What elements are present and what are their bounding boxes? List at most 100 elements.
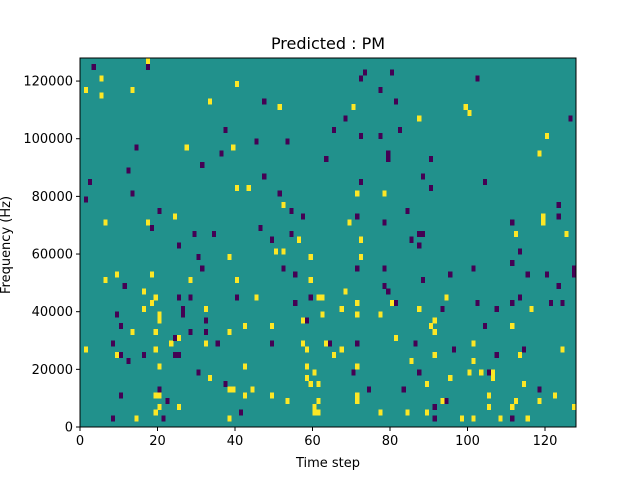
x-tick-label: 100: [455, 434, 480, 449]
heatmap-cell-low: [269, 340, 274, 347]
heatmap-cell-low: [417, 242, 422, 249]
heatmap-cell-low: [204, 317, 209, 324]
heatmap-cell-low: [401, 386, 406, 393]
heatmap-cell-low: [417, 230, 422, 237]
plot-frame: [79, 57, 577, 428]
heatmap-cell-low: [432, 415, 437, 422]
heatmap-cell-low: [355, 265, 360, 272]
heatmap-cell-high: [149, 300, 154, 307]
heatmap-cell-low: [126, 167, 131, 174]
heatmap-cell-high: [560, 346, 565, 353]
heatmap-cell-high: [486, 392, 491, 399]
heatmap-cell-high: [347, 219, 352, 226]
heatmap-cell-high: [467, 109, 472, 116]
heatmap-cell-high: [176, 403, 181, 410]
y-tick-label: 80000: [32, 190, 73, 205]
heatmap-cell-low: [486, 369, 491, 376]
heatmap-cell-high: [157, 363, 162, 370]
heatmap-cell-low: [118, 323, 123, 330]
heatmap-cell-low: [390, 69, 395, 76]
heatmap-cell-low: [293, 271, 298, 278]
heatmap-cell-high: [134, 415, 139, 422]
heatmap-cell-high: [471, 340, 476, 347]
heatmap-cell-high: [114, 271, 119, 278]
heatmap-cell-low: [475, 75, 480, 82]
heatmap-cell-high: [297, 236, 302, 243]
y-tick-label: 120000: [23, 75, 73, 90]
heatmap-cell-low: [192, 230, 197, 237]
heatmap-cell-low: [176, 294, 181, 301]
heatmap-cell-high: [490, 375, 495, 382]
heatmap-cell-high: [424, 380, 429, 387]
heatmap-cell-low: [173, 352, 178, 359]
heatmap-cell-low: [428, 184, 433, 191]
heatmap-cell-high: [235, 184, 240, 191]
x-tick-label: 80: [382, 434, 399, 449]
heatmap-cell-low: [262, 173, 267, 180]
heatmap-cell-low: [126, 357, 131, 364]
heatmap-cell-high: [242, 363, 247, 370]
heatmap-cell-high: [235, 81, 240, 88]
heatmap-cell-low: [355, 213, 360, 220]
heatmap-cell-high: [444, 294, 449, 301]
heatmap-cell-high: [517, 352, 522, 359]
heatmap-cell-low: [432, 403, 437, 410]
heatmap-cell-high: [479, 369, 484, 376]
heatmap-cell-low: [510, 259, 515, 266]
heatmap-cell-high: [184, 144, 189, 151]
heatmap-cell-low: [521, 346, 526, 353]
heatmap-cell-high: [572, 403, 577, 410]
heatmap-cell-high: [424, 409, 429, 416]
heatmap-cell-high: [227, 386, 232, 393]
heatmap-cell-high: [304, 363, 309, 370]
heatmap-cell-low: [471, 265, 476, 272]
heatmap-cell-low: [494, 352, 499, 359]
heatmap-cell-high: [541, 213, 546, 220]
heatmap-cell-high: [142, 305, 147, 312]
heatmap-cell-low: [428, 156, 433, 163]
heatmap-cell-high: [382, 190, 387, 197]
heatmap-cell-high: [281, 202, 286, 209]
heatmap-cell-low: [180, 311, 185, 318]
heatmap-cell-low: [572, 271, 577, 278]
heatmap-cell-low: [157, 207, 162, 214]
heatmap-cell-low: [397, 127, 402, 134]
heatmap-cell-low: [196, 254, 201, 261]
heatmap-cell-high: [281, 248, 286, 255]
heatmap-cell-low: [235, 294, 240, 301]
heatmap-cell-low: [475, 300, 480, 307]
heatmap-cell-high: [525, 415, 530, 422]
heatmap-cell-high: [231, 386, 236, 393]
x-tick-label: 40: [227, 434, 244, 449]
heatmap-cell-high: [359, 236, 364, 243]
x-tick-label: 0: [76, 434, 84, 449]
heatmap-cell-low: [556, 282, 561, 289]
heatmap-cell-high: [145, 58, 150, 65]
heatmap-cell-low: [285, 138, 290, 145]
heatmap-cell-high: [537, 398, 542, 405]
heatmap-cell-high: [351, 104, 356, 111]
heatmap-cell-high: [390, 300, 395, 307]
heatmap-cell-high: [463, 104, 468, 111]
heatmap-cell-low: [289, 230, 294, 237]
heatmap-cell-high: [227, 328, 232, 335]
heatmap-cell-high: [300, 317, 305, 324]
heatmap-cell-high: [432, 328, 437, 335]
heatmap-cell-low: [572, 265, 577, 272]
heatmap-cell-low: [289, 207, 294, 214]
heatmap-cell-high: [285, 398, 290, 405]
heatmap-cell-low: [378, 132, 383, 139]
heatmap-cell-high: [153, 409, 158, 416]
heatmap-cell-low: [409, 236, 414, 243]
heatmap-cell-low: [359, 132, 364, 139]
heatmap-cell-high: [320, 311, 325, 318]
heatmap-cell-low: [440, 305, 445, 312]
heatmap-cell-low: [510, 300, 515, 307]
heatmap-cell-high: [227, 415, 232, 422]
heatmap-cell-high: [339, 346, 344, 353]
heatmap-cell-high: [498, 415, 503, 422]
x-axis-ticks: 0 20 40 60 80 100 120: [76, 427, 557, 449]
chart-title: Predicted : PM: [271, 34, 385, 53]
heatmap-cell-high: [83, 86, 88, 93]
heatmap-cell-high: [308, 380, 313, 387]
